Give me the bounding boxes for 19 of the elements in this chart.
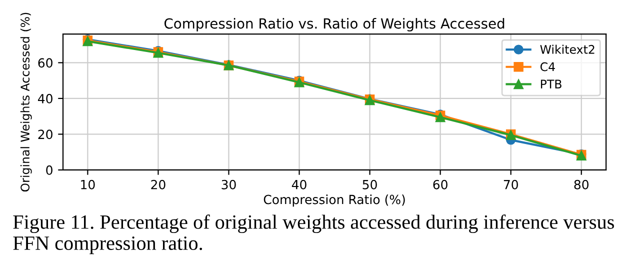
legend-label: PTB	[540, 80, 562, 88]
x-tick-label: 40	[292, 180, 306, 190]
chart-title: Compression Ratio vs. Ratio of Weights Accessed	[164, 18, 504, 32]
x-tick-label: 30	[222, 180, 236, 190]
legend-label: Wikitext2	[540, 44, 594, 54]
x-tick-label: 50	[362, 180, 377, 190]
x-tick-label: 20	[151, 180, 166, 190]
y-axis-title: Original Weights Accessed (%)	[20, 12, 32, 192]
x-tick-label: 60	[433, 180, 448, 190]
x-axis-title: Compression Ratio (%)	[264, 194, 405, 207]
legend-label: C4	[540, 62, 555, 72]
y-tick-label: 60	[38, 58, 52, 68]
y-tick-label: 20	[38, 130, 52, 140]
y-tick-label: 0	[46, 165, 52, 175]
x-tick-label: 80	[574, 180, 588, 190]
y-tick-label: 40	[38, 94, 52, 104]
x-tick-label: 70	[504, 180, 518, 190]
caption: Figure 11. Percentage of original weights accessed during inference versus FFN compression ratio.	[13, 214, 614, 254]
x-tick-label: 10	[81, 180, 95, 190]
